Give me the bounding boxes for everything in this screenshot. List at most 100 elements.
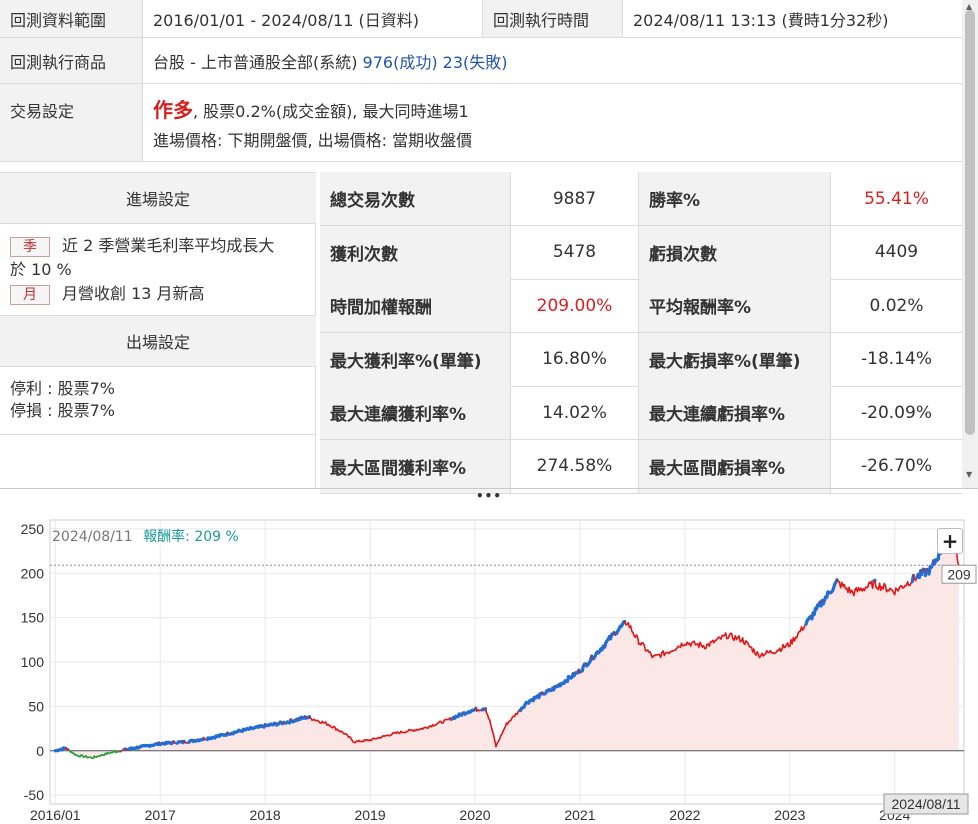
settings-divider <box>0 434 316 435</box>
stat-value: 16.80% <box>510 332 638 386</box>
return-line-segment <box>636 636 640 645</box>
stat-value: 274.58% <box>510 439 638 493</box>
y-tick-label: 0 <box>36 743 44 759</box>
return-line-segment <box>724 632 728 640</box>
entry-conditions: 季近 2 季營業毛利率平均成長大 於 10 % 月月營收創 13 月新高 <box>10 234 310 306</box>
scroll-up-icon[interactable]: ▲ <box>966 2 973 11</box>
exec-time-label: 回測執行時間 <box>482 0 622 37</box>
return-line-segment <box>489 723 493 731</box>
panel-splitter[interactable]: ••• <box>0 488 978 502</box>
chart-return-label: 報酬率: 209 % <box>143 529 239 545</box>
stop-loss: 停損 : 股票7% <box>10 401 115 420</box>
stat-value: 5478 <box>510 225 638 279</box>
x-tick-label: 2016/01 <box>30 807 81 823</box>
stat-value: 55.41% <box>830 172 962 225</box>
trade-detail: , 股票0.2%(成交金額), 最大同時進場1 <box>193 102 469 121</box>
stat-value: -18.14% <box>830 332 962 386</box>
info-row-product: 回測執行商品 台股 - 上市普通股全部(系統) 976(成功) 23(失敗) <box>0 38 962 84</box>
stat-value: 0.02% <box>830 279 962 332</box>
take-profit: 停利 : 股票7% <box>10 379 115 398</box>
y-tick-label: 200 <box>21 565 45 581</box>
stat-label: 勝率% <box>638 172 830 225</box>
stat-label: 最大虧損率%(單筆) <box>638 332 830 386</box>
last-value-tag: 209 <box>947 566 971 582</box>
zoom-in-button[interactable]: + <box>937 528 963 554</box>
return-chart: 250 200 150 100 50 0 -50 2016/01 2017 2018 2019 202… <box>0 502 978 824</box>
x-tick-label: 2018 <box>250 807 281 823</box>
trade-line-1: 作多, 股票0.2%(成交金額), 最大同時進場1 <box>153 94 469 123</box>
success-count-link[interactable]: 976(成功) <box>362 52 438 72</box>
stats-row: 最大獲利率%(單筆) 16.80% 最大虧損率%(單筆) -18.14% <box>320 332 962 387</box>
drag-handle-icon[interactable]: ••• <box>475 488 502 503</box>
exit-conditions: 停利 : 股票7% 停損 : 股票7% <box>10 378 115 422</box>
exit-settings-header: 出場設定 <box>0 315 316 367</box>
condition-text-cont: 於 10 % <box>10 260 72 279</box>
return-line-segment <box>955 551 959 564</box>
stat-value: 9887 <box>510 172 638 225</box>
stat-label: 最大獲利率%(單筆) <box>320 332 510 386</box>
scroll-down-icon[interactable]: ▼ <box>966 470 973 479</box>
exec-time-value: 2024/08/11 13:13 (費時1分32秒) <box>622 0 962 37</box>
stat-value: 209.00% <box>510 279 638 332</box>
return-line-segment <box>738 635 742 643</box>
return-line-segment <box>893 587 897 596</box>
trade-prices: 進場價格: 下期開盤價, 出場價格: 當期收盤價 <box>153 131 473 150</box>
return-line-segment <box>492 733 496 742</box>
stat-label: 平均報酬率% <box>638 279 830 332</box>
month-tag: 月 <box>10 284 50 305</box>
return-line-segment <box>629 625 633 632</box>
strategy-settings-panel: 進場設定 季近 2 季營業毛利率平均成長大 於 10 % 月月營收創 13 月新… <box>0 172 316 488</box>
condition-text: 月營收創 13 月新高 <box>62 284 205 303</box>
product-value: 台股 - 上市普通股全部(系統) <box>153 52 358 72</box>
stat-value: 4409 <box>830 225 962 279</box>
scroll-thumb[interactable] <box>965 10 975 435</box>
y-tick-label: 250 <box>21 521 45 537</box>
y-tick-label: -50 <box>24 787 44 803</box>
vertical-scrollbar[interactable]: ▲ ▼ <box>962 0 978 488</box>
x-tick-label: 2021 <box>564 807 595 823</box>
end-date-box <box>883 793 969 815</box>
quarter-tag: 季 <box>10 236 50 257</box>
x-tick-label: 2022 <box>669 807 700 823</box>
x-tick-label: 2020 <box>459 807 490 823</box>
stat-label: 總交易次數 <box>320 172 510 225</box>
end-date-label: 2024/08/11 <box>891 796 960 812</box>
performance-stats-grid: 總交易次數 9887 勝率% 55.41% 獲利次數 5478 虧損次數 4409 時間加權報酬… <box>320 172 962 494</box>
stat-label: 最大連續獲利率% <box>320 386 510 439</box>
entry-settings-header: 進場設定 <box>0 172 316 224</box>
stat-label: 最大連續虧損率% <box>638 386 830 439</box>
fail-count-link[interactable]: 23(失敗) <box>442 52 508 72</box>
trade-settings-cell: 作多, 股票0.2%(成交金額), 最大同時進場1 進場價格: 下期開盤價, 出… <box>142 84 962 161</box>
stats-row: 最大連續獲利率% 14.02% 最大連續虧損率% -20.09% <box>320 386 962 440</box>
return-line-segment <box>853 588 856 597</box>
return-line-segment <box>741 637 745 644</box>
range-label: 回測資料範圍 <box>0 0 142 37</box>
stat-label: 時間加權報酬 <box>320 279 510 332</box>
stat-label: 獲利次數 <box>320 225 510 279</box>
stat-value: -20.09% <box>830 386 962 439</box>
entry-condition: 月月營收創 13 月新高 <box>10 282 310 306</box>
trade-label: 交易設定 <box>0 84 142 161</box>
stat-value: -26.70% <box>830 439 962 493</box>
stat-label: 虧損次數 <box>638 225 830 279</box>
stat-label: 最大區間虧損率% <box>638 439 830 493</box>
x-tick-label: 2023 <box>774 807 805 823</box>
stats-row: 獲利次數 5478 虧損次數 4409 <box>320 225 962 280</box>
y-tick-label: 150 <box>21 610 45 626</box>
return-line-segment <box>730 632 734 640</box>
stats-row: 時間加權報酬 209.00% 平均報酬率% 0.02% <box>320 279 962 333</box>
chart-date: 2024/08/11 <box>52 529 133 545</box>
info-row-range: 回測資料範圍 2016/01/01 - 2024/08/11 (日資料) 回測執… <box>0 0 962 38</box>
return-line-segment <box>874 579 877 589</box>
condition-text: 近 2 季營業毛利率平均成長大 <box>62 236 275 255</box>
y-tick-label: 100 <box>21 654 45 670</box>
entry-condition: 季近 2 季營業毛利率平均成長大 <box>10 234 310 258</box>
product-label: 回測執行商品 <box>0 38 142 83</box>
chart-legend: 2024/08/11 報酬率: 209 % <box>52 526 239 546</box>
chart-canvas: 250 200 150 100 50 0 -50 2016/01 2017 2018 2019 202… <box>21 519 977 823</box>
info-row-trade: 交易設定 作多, 股票0.2%(成交金額), 最大同時進場1 進場價格: 下期開… <box>0 84 962 162</box>
stat-value: 14.02% <box>510 386 638 439</box>
x-tick-label: 2019 <box>354 807 385 823</box>
trade-side: 作多 <box>153 98 193 122</box>
stats-row: 最大區間獲利率% 274.58% 最大區間虧損率% -26.70% <box>320 439 962 494</box>
